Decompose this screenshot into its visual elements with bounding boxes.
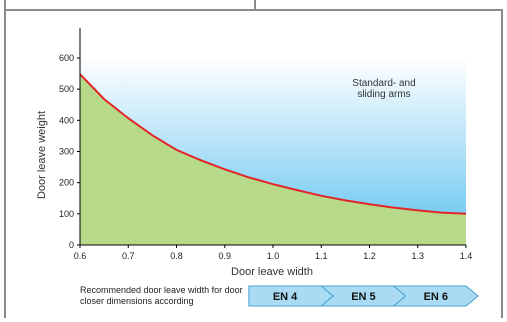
outer-frame [4,0,503,318]
y-axis-label: Door leave weight [36,111,48,199]
x-tick-label: 1.2 [363,251,376,261]
x-tick-label: 0.6 [74,251,87,261]
region-label-line-2: sliding arms [357,89,410,100]
en-range-label: EN 6 [424,291,448,303]
y-tick-label: 600 [59,53,74,63]
x-tick-label: 1.3 [411,251,424,261]
x-axis-ticks: 0.6 0.7 0.8 0.9 1.0 1.1 1.2 1.3 1.4 [74,245,473,261]
en-range-arrow [392,285,479,307]
x-tick-label: 1.0 [267,251,280,261]
y-tick-label: 400 [59,115,74,125]
region-label-line-1: Standard- and [352,78,415,89]
y-axis-ticks: 0 100 200 300 400 500 600 [59,53,80,250]
x-tick-label: 1.4 [460,251,473,261]
en-range-label: EN 4 [273,291,298,303]
en-range-label: EN 5 [351,291,375,303]
y-tick-label: 200 [59,178,74,188]
y-tick-label: 0 [69,240,74,250]
x-axis-label: Door leave width [231,266,313,278]
footer-note-line-1: Recommended door leave width for door [80,285,243,295]
y-tick-label: 500 [59,84,74,94]
x-tick-label: 0.7 [122,251,135,261]
y-tick-label: 300 [59,147,74,157]
x-tick-label: 0.8 [170,251,183,261]
en-range-arrows: EN 4 EN 5 EN 6 [248,285,479,307]
footer-note-line-2: closer dimensions according [80,296,194,306]
y-tick-label: 100 [59,209,74,219]
area-under-curve [80,74,466,245]
x-tick-label: 1.1 [315,251,328,261]
x-tick-label: 0.9 [218,251,231,261]
weight-limit-curve [79,73,467,215]
